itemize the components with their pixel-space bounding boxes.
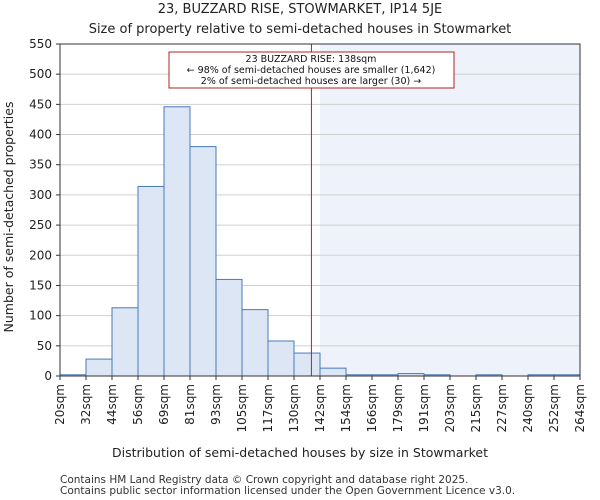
x-tick-label: 142sqm <box>313 384 327 432</box>
bar <box>215 278 243 377</box>
x-tick-label: 240sqm <box>521 384 535 432</box>
y-tick-label: 0 <box>44 369 52 383</box>
y-axis-ticks: 0 50 100 150 200 250 300 350 400 450 500 550 <box>29 37 60 383</box>
chart-subtitle: Size of property relative to semi-detach… <box>89 22 512 37</box>
y-tick-label: 50 <box>37 339 52 353</box>
x-tick-label: 264sqm <box>573 384 587 432</box>
y-tick-label: 550 <box>29 37 52 51</box>
annotation-box: 23 BUZZARD RISE: 138sqm ← 98% of semi-de… <box>168 51 455 89</box>
chart-title: 23, BUZZARD RISE, STOWMARKET, IP14 5JE <box>158 2 443 17</box>
x-tick-label: 166sqm <box>365 384 379 432</box>
annotation-line-3: 2% of semi-detached houses are larger (3… <box>201 76 421 87</box>
bar <box>85 358 113 377</box>
y-tick-label: 250 <box>29 218 52 232</box>
x-tick-label: 215sqm <box>469 384 483 432</box>
x-tick-label: 154sqm <box>339 384 353 432</box>
x-tick-label: 69sqm <box>157 384 171 425</box>
x-tick-label: 81sqm <box>183 384 197 425</box>
bar <box>267 340 295 377</box>
bar <box>111 307 139 377</box>
x-tick-label: 130sqm <box>287 384 301 432</box>
x-tick-label: 93sqm <box>209 384 223 425</box>
annotation-line-2: ← 98% of semi-detached houses are smalle… <box>187 65 436 76</box>
bar <box>319 367 347 377</box>
y-tick-label: 400 <box>29 128 52 142</box>
y-tick-label: 300 <box>29 188 52 202</box>
x-tick-label: 32sqm <box>79 384 93 425</box>
y-tick-label: 500 <box>29 67 52 81</box>
x-tick-label: 20sqm <box>53 384 67 425</box>
bar <box>189 146 217 377</box>
footer-line-1: Contains HM Land Registry data © Crown c… <box>60 474 468 486</box>
x-tick-label: 117sqm <box>261 384 275 432</box>
y-tick-label: 450 <box>29 97 52 111</box>
x-axis-label: Distribution of semi-detached houses by … <box>112 445 488 460</box>
annotation-frame <box>168 51 455 89</box>
x-tick-label: 227sqm <box>495 384 509 432</box>
x-tick-label: 203sqm <box>443 384 457 432</box>
y-tick-label: 100 <box>29 309 52 323</box>
y-tick-label: 150 <box>29 278 52 292</box>
x-tick-label: 191sqm <box>417 384 431 432</box>
y-tick-label: 200 <box>29 248 52 262</box>
x-tick-label: 179sqm <box>391 384 405 432</box>
x-tick-label: 56sqm <box>131 384 145 425</box>
y-axis-label: Number of semi-detached properties <box>1 102 16 333</box>
bar <box>163 106 191 377</box>
bar <box>137 185 165 377</box>
x-tick-label: 105sqm <box>235 384 249 432</box>
footer-line-2: Contains public sector information licen… <box>60 485 515 497</box>
larger-region-shade <box>320 44 580 376</box>
bar <box>293 352 321 377</box>
x-tick-label: 252sqm <box>547 384 561 432</box>
y-tick-label: 350 <box>29 158 52 172</box>
annotation-line-1: 23 BUZZARD RISE: 138sqm <box>246 54 377 65</box>
bar <box>241 309 269 377</box>
x-tick-label: 44sqm <box>105 384 119 425</box>
x-axis-ticks: 20sqm 32sqm 44sqm 56sqm 69sqm 81sqm 93sqm 105sq… <box>53 376 587 432</box>
bars <box>59 106 581 377</box>
